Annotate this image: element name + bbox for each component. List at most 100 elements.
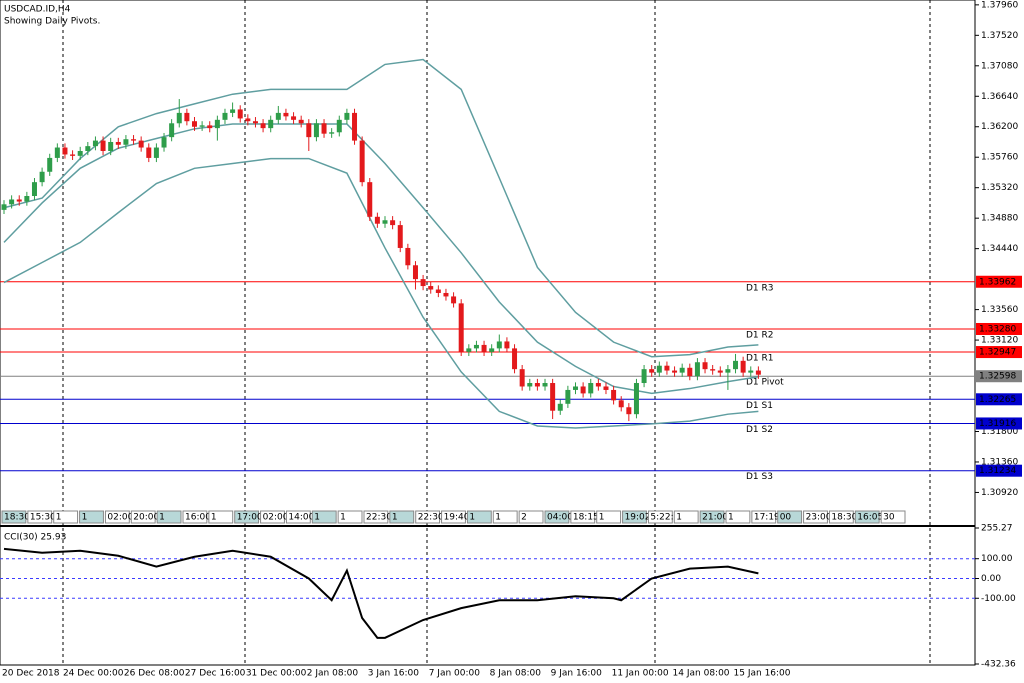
pivot-name: D1 Pivot [746,378,784,388]
candle-body [573,386,578,390]
chart-title: USDCAD.ID,H4 [4,5,71,15]
candle-body [352,112,358,141]
candle-body [748,370,754,373]
period-label-box [104,510,130,524]
candle-body [199,125,205,127]
pivot-price-box [976,417,1022,430]
pivot-price-box [976,370,1022,383]
pivot-price-box [976,346,1022,359]
y-tick-label: 0.00 [981,574,1001,584]
candle-body [458,303,464,352]
period-label-box [596,510,622,524]
candle-body [618,400,624,408]
y-tick-label: 100.00 [981,554,1013,564]
candle-body [138,140,144,148]
pivot-price: 1.31916 [979,419,1016,429]
candle-body [626,407,632,415]
period-label: 16:00 [185,513,211,523]
period-label: 1 [211,513,217,523]
period-label: 5:22:30 [650,513,685,523]
candle-body [542,383,548,387]
period-label-box [544,510,570,524]
period-label-box [389,510,415,524]
period-label: 22:30 [418,513,444,523]
candle-body [557,403,563,411]
pivot-name: D1 R3 [746,283,774,293]
period-label-box [492,510,518,524]
period-label: 17:19 [754,513,780,523]
period-label: 14:00 [288,513,314,523]
pivot-name: D1 S2 [746,425,773,435]
x-tick-label: 3 Jan 16:00 [368,669,420,679]
period-label-box [854,510,880,524]
x-tick-label: 11 Jan 00:00 [612,669,669,679]
candle-body [85,146,91,151]
candle-body [100,140,106,151]
period-label-box [803,510,828,524]
period-label-box [570,510,596,524]
period-label: 1 [599,513,605,523]
x-tick-label: 15 Jan 16:00 [734,669,791,679]
period-label: 16:05 [857,513,883,523]
period-label: 19:40 [444,513,470,523]
pivot-price-box [976,393,1022,406]
candle-body [306,123,312,138]
candle-body [146,147,152,158]
pivot-price-box [976,275,1022,288]
candle-body [710,369,716,371]
candle-body [664,365,670,371]
candle-body [9,199,15,205]
period-label: 18:15 [573,513,599,523]
period-label: 21:00 [702,513,728,523]
candle-body [725,369,731,373]
candle-body [367,182,373,217]
candle-body [633,383,639,415]
bollinger-middle [3,123,759,395]
period-label-box [260,510,285,524]
y-tick-label: 1.31360 [981,457,1018,467]
period-label: 22:30 [366,513,392,523]
x-tick-label: 27 Dec 16:00 [185,669,246,679]
plot-frame [0,0,976,666]
period-label-box [311,510,337,524]
y-tick-label: 1.34440 [981,244,1018,254]
candle-body [428,286,434,290]
candle-body [298,119,304,124]
period-label-box [622,510,647,524]
candle-body [1,204,7,210]
candle-body [412,265,418,280]
x-tick-label: 2 Jan 08:00 [307,669,359,679]
bollinger-lower [3,157,759,429]
period-label-box [337,510,363,524]
candle-body [24,196,30,202]
period-label: 15:30 [30,513,56,523]
y-tick-label: 1.33560 [981,305,1018,315]
period-label: 30 [883,513,895,523]
pivot-price: 1.32265 [979,395,1016,405]
candle-body [161,137,167,148]
candle-body [649,369,655,373]
period-label-box [234,510,260,524]
pivot-price-box [976,322,1022,335]
period-label: 1 [82,513,88,523]
pivot-price: 1.31234 [979,466,1016,476]
candle-body [252,121,258,124]
candle-body [313,123,319,138]
pivot-price: 1.33962 [979,277,1016,287]
x-tick-label: 8 Jan 08:00 [490,669,542,679]
y-tick-label: 1.36200 [981,122,1018,132]
candle-body [336,119,342,133]
candle-body [39,171,45,183]
y-tick-label: -100.00 [981,594,1016,604]
period-label-box [182,510,208,524]
candle-body [54,147,60,158]
period-label-box [777,510,803,524]
pivot-price: 1.32947 [979,348,1016,358]
candle-body [47,157,53,172]
candle-body [70,154,76,156]
candle-body [443,292,449,297]
candle-body [595,383,601,387]
candle-body [694,362,700,377]
candle-body [496,341,502,349]
x-tick-label: 7 Jan 00:00 [429,669,481,679]
